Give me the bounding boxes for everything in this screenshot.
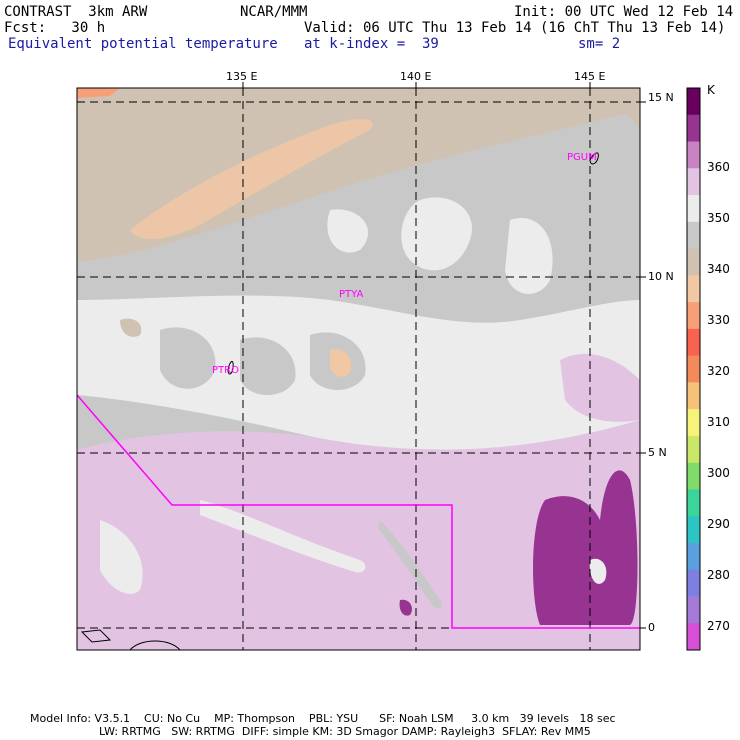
center-label: NCAR/MMM: [240, 4, 308, 20]
colorbar-swatch: [687, 382, 700, 410]
smooth-label: sm= 2: [578, 36, 621, 52]
station-ptro: PTRO: [212, 365, 239, 376]
colorbar-swatch: [687, 435, 700, 464]
lat-tick-0: 0: [648, 621, 655, 634]
colorbar-swatch: [687, 569, 700, 597]
palau-outline: [227, 361, 234, 375]
colorbar-swatch: [687, 114, 700, 143]
colorbar-swatch: [687, 195, 700, 223]
boundary-line: [76, 394, 640, 629]
model-label: CONTRAST 3km ARW: [4, 4, 148, 20]
colorbar-swatch: [687, 328, 700, 357]
lon-tick-135: 135 E: [226, 70, 258, 83]
station-ptya: PTYA: [339, 289, 364, 300]
theta-e-field: [77, 88, 640, 650]
colorbar-label: 330: [707, 313, 730, 327]
colorbar-label: 340: [707, 262, 730, 276]
colorbar-swatch: [687, 168, 700, 196]
fcst-label: Fcst: 30 h: [4, 20, 106, 36]
colorbar-swatch: [687, 462, 700, 490]
map-frame: [76, 87, 641, 651]
footer-model-info: Model Info: V3.5.1 CU: No Cu MP: Thompso…: [30, 712, 616, 725]
coast-outline-s: [129, 640, 181, 651]
lon-tick-140: 140 E: [400, 70, 432, 83]
valid-label: Valid: 06 UTC Thu 13 Feb 14 (16 ChT Thu …: [304, 20, 726, 36]
lon-tick-145: 145 E: [574, 70, 606, 83]
grid-lines: [77, 88, 640, 650]
colorbar-swatch: [687, 355, 700, 383]
colorbar-swatch: [687, 596, 700, 624]
colorbar-swatch: [687, 88, 700, 116]
colorbar-swatch: [687, 409, 700, 437]
colorbar-label: 270: [707, 619, 730, 633]
axis-ticks: [242, 82, 646, 629]
lat-tick-10n: 10 N: [648, 270, 674, 283]
colorbar-swatch: [687, 141, 700, 169]
colorbar-swatch: [687, 623, 700, 651]
footer-physics-info: LW: RRTMG SW: RRTMG DIFF: simple KM: 3D …: [99, 725, 591, 738]
colorbar-swatch: [687, 302, 700, 330]
guam-outline: [589, 152, 599, 165]
colorbar-frame: [686, 87, 701, 651]
colorbar-swatch: [687, 248, 700, 276]
colorbar-swatch: [687, 221, 700, 250]
colorbar-label: 280: [707, 568, 730, 582]
colorbar-label: 300: [707, 466, 730, 480]
colorbar-label: 350: [707, 211, 730, 225]
lat-tick-15n: 15 N: [648, 91, 674, 104]
lat-tick-5n: 5 N: [648, 446, 667, 459]
colorbar-swatch: [687, 542, 700, 571]
level-label: at k-index = 39: [304, 36, 439, 52]
colorbar-unit: K: [707, 83, 715, 97]
island-outline-sw: [80, 629, 112, 643]
colorbar-swatch: [687, 516, 700, 544]
colorbar-label: 360: [707, 160, 730, 174]
field-label: Equivalent potential temperature: [8, 36, 278, 52]
colorbar: [686, 87, 701, 651]
colorbar-label: 290: [707, 517, 730, 531]
colorbar-swatch: [687, 489, 700, 517]
station-pgum: PGUM: [567, 152, 597, 163]
colorbar-label: 320: [707, 364, 730, 378]
colorbar-label: 310: [707, 415, 730, 429]
init-label: Init: 00 UTC Wed 12 Feb 14: [514, 4, 734, 20]
colorbar-swatch: [687, 275, 700, 303]
